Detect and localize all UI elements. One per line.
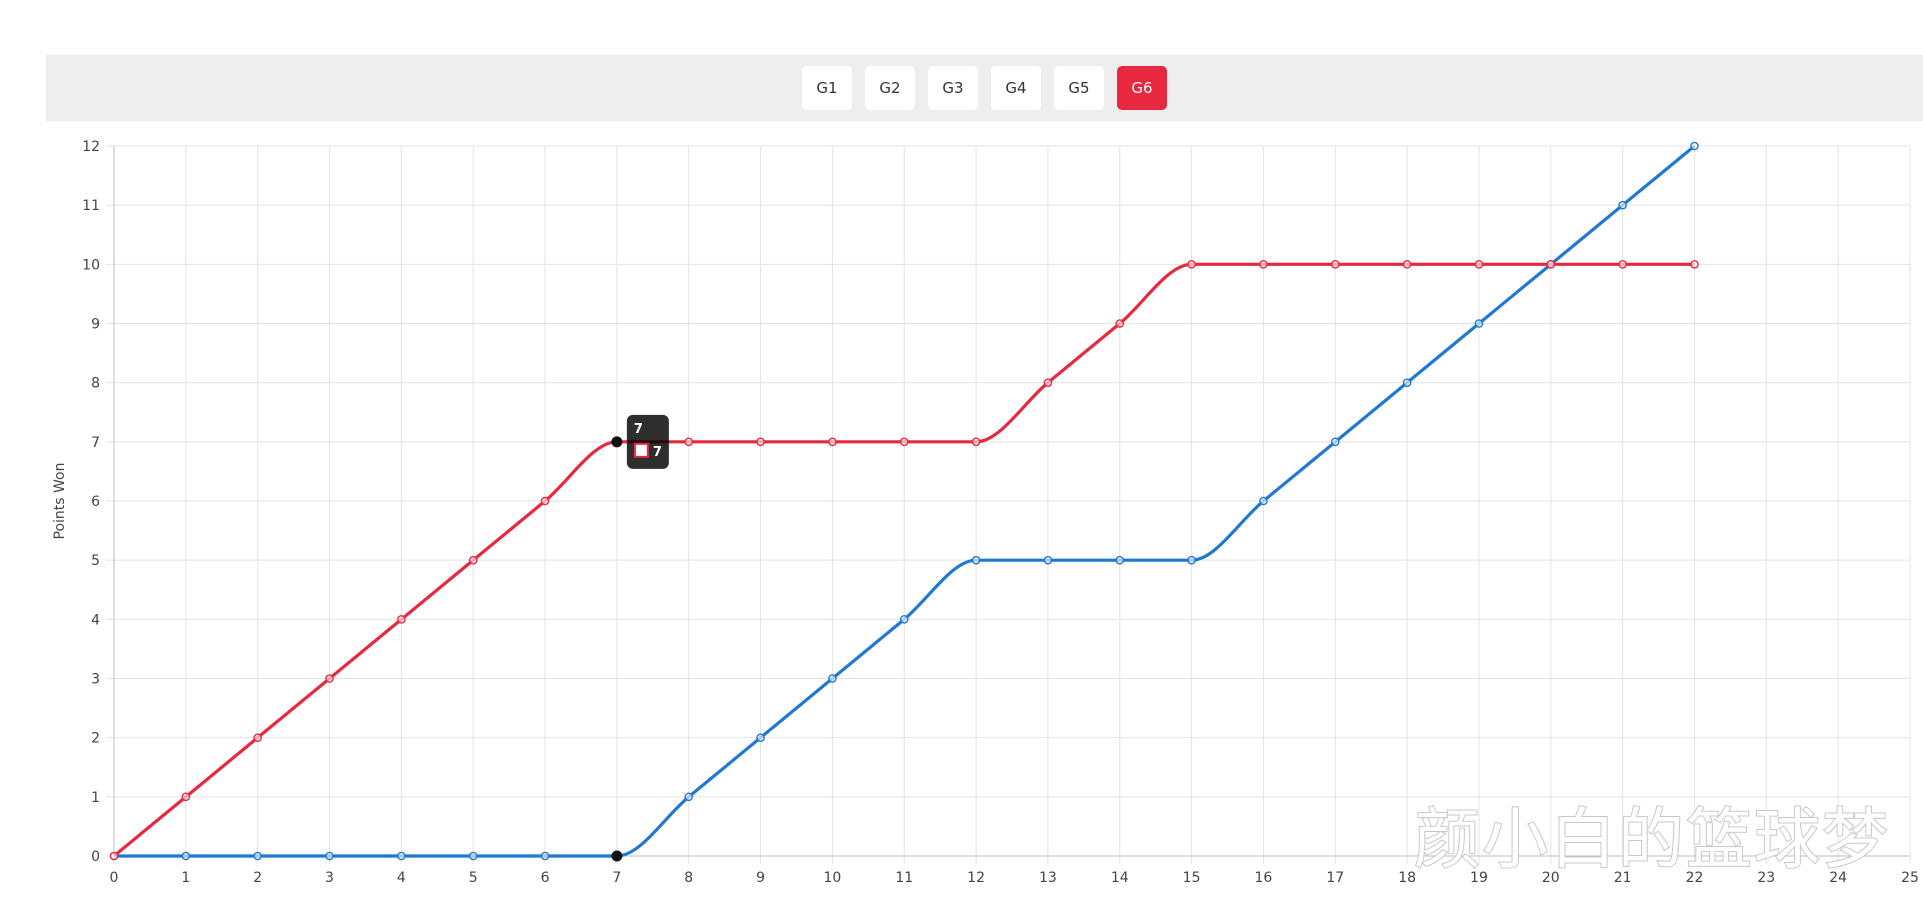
data-point[interactable] [1690, 141, 1699, 151]
y-tick-label: 5 [91, 553, 100, 569]
x-tick-label: 6 [541, 870, 550, 886]
data-point[interactable] [253, 733, 262, 742]
x-tick-label: 21 [1614, 870, 1632, 886]
tooltip-swatch [633, 442, 649, 458]
x-tick-label: 24 [1829, 870, 1847, 886]
watermark: 颜小白的篮球梦 [1414, 801, 1890, 878]
tooltip-title: 7 [634, 422, 643, 437]
data-point[interactable] [1259, 496, 1268, 506]
tab-g1[interactable]: G1 [802, 66, 852, 110]
x-tick-label: 20 [1542, 870, 1560, 886]
data-point[interactable] [1187, 260, 1196, 269]
data-point[interactable] [1330, 437, 1340, 447]
data-point[interactable] [540, 851, 550, 861]
tab-g4[interactable]: G4 [991, 66, 1041, 110]
axes: 0 1 2 3 4 5 6 7 8 9 10 11 12 13 14 15 16 17 18 19 20 21 22 23 24… [52, 139, 1919, 886]
data-point[interactable] [181, 792, 191, 802]
x-tick-label: 13 [1039, 870, 1057, 886]
data-point[interactable] [971, 555, 981, 565]
game-tab-bar: G1 G2 G3 G4 G5 G6 [46, 55, 1923, 121]
data-point[interactable] [684, 792, 694, 802]
data-point[interactable] [540, 496, 550, 506]
data-point[interactable] [1115, 319, 1125, 328]
data-point[interactable] [756, 733, 765, 742]
x-tick-label: 17 [1326, 870, 1344, 886]
x-tick-label: 10 [823, 870, 841, 886]
data-point[interactable] [253, 851, 262, 861]
x-tick-label: 19 [1470, 870, 1488, 886]
data-point[interactable] [1690, 260, 1699, 269]
data-point[interactable] [109, 851, 119, 861]
hovered-data-point[interactable] [611, 436, 623, 448]
data-point[interactable] [1330, 260, 1340, 269]
data-point[interactable] [397, 851, 406, 861]
data-point[interactable] [1402, 260, 1412, 269]
data-point[interactable] [1259, 260, 1268, 269]
data-point[interactable] [756, 437, 765, 447]
y-tick-label: 3 [91, 672, 100, 688]
x-tick-label: 23 [1757, 870, 1775, 886]
data-point[interactable] [1043, 378, 1053, 387]
x-tick-label: 14 [1111, 870, 1129, 886]
data-point[interactable] [1115, 555, 1125, 565]
data-point[interactable] [899, 615, 909, 624]
x-tick-label: 8 [684, 870, 693, 886]
data-point[interactable] [1618, 260, 1627, 269]
tab-g6[interactable]: G6 [1117, 66, 1167, 110]
y-tick-label: 12 [82, 139, 100, 155]
x-tick-label: 11 [895, 870, 913, 886]
y-tick-label: 2 [91, 731, 100, 747]
x-tick-label: 22 [1686, 870, 1704, 886]
data-point[interactable] [325, 851, 334, 861]
y-tick-label: 4 [91, 612, 100, 628]
tooltip-value: 7 [653, 445, 662, 460]
data-point[interactable] [1402, 378, 1412, 387]
y-tick-label: 8 [91, 376, 100, 392]
data-point[interactable] [397, 615, 406, 624]
y-tick-label: 11 [82, 198, 100, 214]
y-axis-label: Points Won [52, 463, 68, 540]
data-point[interactable] [1474, 319, 1484, 328]
data-point[interactable] [899, 437, 909, 447]
y-tick-label: 10 [82, 257, 100, 273]
x-tick-label: 4 [397, 870, 406, 886]
x-tick-label: 0 [110, 870, 119, 886]
x-tick-label: 9 [756, 870, 765, 886]
y-tick-label: 7 [91, 435, 100, 451]
tooltip: 77 [611, 414, 669, 862]
hovered-data-point[interactable] [611, 850, 623, 862]
data-point[interactable] [468, 555, 478, 565]
y-tick-label: 9 [91, 317, 100, 333]
y-tick-label: 6 [91, 494, 100, 510]
x-tick-label: 18 [1398, 870, 1416, 886]
data-point[interactable] [828, 437, 837, 447]
x-tick-label: 5 [469, 870, 478, 886]
data-point[interactable] [828, 674, 837, 683]
data-point[interactable] [468, 851, 478, 861]
x-tick-label: 16 [1255, 870, 1273, 886]
data-point[interactable] [684, 437, 694, 447]
x-tick-label: 25 [1901, 870, 1919, 886]
tab-g2[interactable]: G2 [865, 66, 915, 110]
data-point[interactable] [1187, 555, 1196, 565]
data-point[interactable] [1043, 555, 1053, 565]
data-point[interactable] [325, 674, 334, 683]
x-tick-label: 15 [1183, 870, 1201, 886]
data-point[interactable] [1618, 200, 1627, 210]
tab-g5[interactable]: G5 [1054, 66, 1104, 110]
data-point[interactable] [181, 851, 191, 861]
tab-g3[interactable]: G3 [928, 66, 978, 110]
grid [106, 145, 1911, 864]
y-tick-label: 0 [91, 849, 100, 865]
y-tick-label: 1 [91, 790, 100, 806]
x-tick-label: 2 [253, 870, 262, 886]
x-tick-label: 1 [181, 870, 190, 886]
x-tick-label: 12 [967, 870, 985, 886]
data-point[interactable] [971, 437, 981, 447]
x-tick-label: 3 [325, 870, 334, 886]
x-tick-label: 7 [612, 870, 621, 886]
data-point[interactable] [1546, 260, 1556, 269]
data-point[interactable] [1474, 260, 1484, 269]
